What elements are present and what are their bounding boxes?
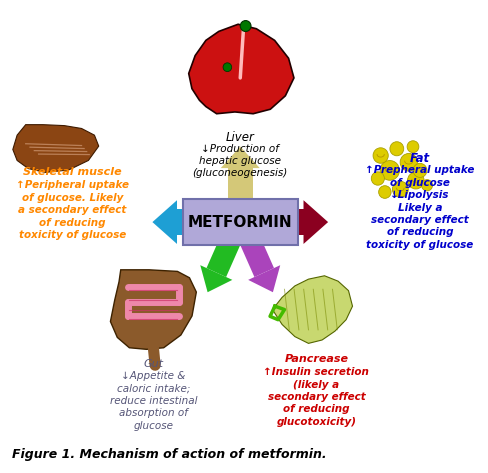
Circle shape: [371, 172, 385, 185]
Circle shape: [407, 141, 419, 153]
Polygon shape: [110, 270, 196, 350]
Polygon shape: [272, 276, 352, 343]
Polygon shape: [177, 209, 223, 235]
Text: ↓Production of
hepatic glucose
(gluconeogenesis): ↓Production of hepatic glucose (gluconeo…: [193, 143, 288, 178]
Text: Pancrease: Pancrease: [285, 354, 348, 364]
Text: ↓Appetite &
caloric intake;
reduce intestinal
absorption of
glucose: ↓Appetite & caloric intake; reduce intes…: [110, 371, 197, 431]
Circle shape: [390, 142, 404, 156]
Circle shape: [380, 160, 400, 180]
Circle shape: [223, 63, 232, 71]
Circle shape: [413, 163, 427, 177]
Text: METFORMIN: METFORMIN: [188, 215, 293, 229]
Text: ↑Prepheral uptake
of glucose
↓Lipolysis
Likely a
secondary effect
of reducing
to: ↑Prepheral uptake of glucose ↓Lipolysis …: [365, 166, 474, 250]
Circle shape: [373, 148, 388, 163]
Polygon shape: [200, 265, 232, 292]
FancyBboxPatch shape: [183, 199, 298, 245]
Polygon shape: [221, 147, 260, 168]
Circle shape: [422, 180, 432, 191]
Text: ↑Insulin secretion
(likely a
secondary effect
of reducing
glucotoxicity): ↑Insulin secretion (likely a secondary e…: [264, 367, 369, 427]
Circle shape: [400, 154, 417, 171]
Text: Liver: Liver: [226, 131, 255, 144]
Polygon shape: [248, 265, 280, 292]
Text: Fat: Fat: [410, 152, 430, 166]
Circle shape: [379, 186, 391, 198]
Polygon shape: [304, 200, 328, 244]
Polygon shape: [227, 168, 253, 208]
Polygon shape: [238, 231, 274, 277]
Polygon shape: [206, 231, 242, 277]
Text: ↑Peripheral uptake
of glucose. Likely
a secondary effect
of reducing
toxicity of: ↑Peripheral uptake of glucose. Likely a …: [16, 180, 129, 240]
Polygon shape: [13, 125, 99, 172]
Polygon shape: [189, 24, 294, 114]
Circle shape: [407, 172, 424, 189]
Circle shape: [240, 21, 251, 32]
Text: Skeletal muscle: Skeletal muscle: [23, 167, 122, 177]
Polygon shape: [258, 209, 304, 235]
Text: Figure 1. Mechanism of action of metformin.: Figure 1. Mechanism of action of metform…: [12, 447, 326, 461]
Polygon shape: [152, 200, 177, 244]
Text: Gut: Gut: [143, 359, 163, 369]
Circle shape: [392, 181, 408, 197]
